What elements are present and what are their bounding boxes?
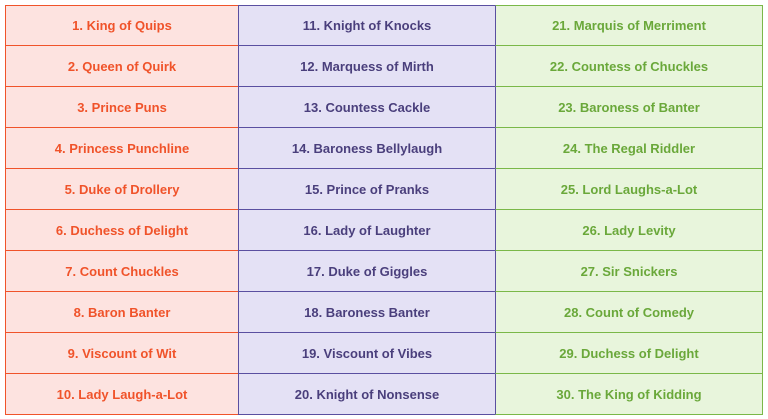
table-cell: 6. Duchess of Delight <box>5 210 238 251</box>
table-cell: 13. Countess Cackle <box>238 87 495 128</box>
table-cell: 26. Lady Levity <box>495 210 763 251</box>
table-cell: 25. Lord Laughs-a-Lot <box>495 169 763 210</box>
table-cell: 2. Queen of Quirk <box>5 46 238 87</box>
table-cell: 14. Baroness Bellylaugh <box>238 128 495 169</box>
table-cell: 30. The King of Kidding <box>495 374 763 415</box>
table-cell: 21. Marquis of Merriment <box>495 5 763 46</box>
table-cell: 28. Count of Comedy <box>495 292 763 333</box>
table-cell: 4. Princess Punchline <box>5 128 238 169</box>
table-cell: 23. Baroness of Banter <box>495 87 763 128</box>
table-cell: 24. The Regal Riddler <box>495 128 763 169</box>
table-cell: 12. Marquess of Mirth <box>238 46 495 87</box>
table-cell: 22. Countess of Chuckles <box>495 46 763 87</box>
table-cell: 29. Duchess of Delight <box>495 333 763 374</box>
table-cell: 7. Count Chuckles <box>5 251 238 292</box>
table-cell: 18. Baroness Banter <box>238 292 495 333</box>
table-cell: 9. Viscount of Wit <box>5 333 238 374</box>
table-cell: 5. Duke of Drollery <box>5 169 238 210</box>
names-table: 1. King of Quips 11. Knight of Knocks 21… <box>5 5 763 415</box>
table-cell: 16. Lady of Laughter <box>238 210 495 251</box>
table-cell: 20. Knight of Nonsense <box>238 374 495 415</box>
table-cell: 17. Duke of Giggles <box>238 251 495 292</box>
table-cell: 19. Viscount of Vibes <box>238 333 495 374</box>
table-cell: 3. Prince Puns <box>5 87 238 128</box>
table-cell: 8. Baron Banter <box>5 292 238 333</box>
table-cell: 15. Prince of Pranks <box>238 169 495 210</box>
table-cell: 10. Lady Laugh-a-Lot <box>5 374 238 415</box>
table-cell: 11. Knight of Knocks <box>238 5 495 46</box>
table-cell: 1. King of Quips <box>5 5 238 46</box>
table-cell: 27. Sir Snickers <box>495 251 763 292</box>
